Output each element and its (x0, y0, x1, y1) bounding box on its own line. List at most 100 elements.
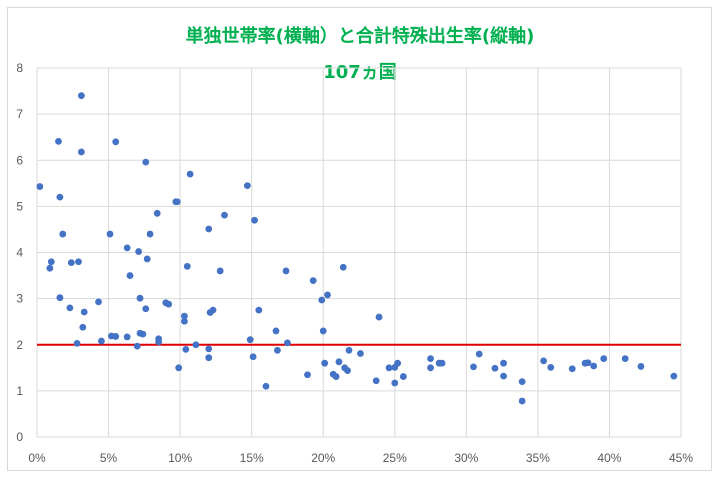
data-point (272, 327, 280, 335)
data-point (112, 138, 120, 146)
data-point (79, 323, 87, 331)
y-tick-label: 0 (16, 430, 23, 444)
data-point (155, 338, 163, 346)
data-point (637, 363, 645, 370)
data-point (75, 258, 82, 266)
x-tick-label: 45% (669, 451, 693, 465)
data-point (209, 306, 217, 314)
data-point (192, 341, 200, 349)
data-point (339, 263, 347, 271)
data-point (540, 357, 548, 365)
data-point (165, 300, 173, 308)
data-point (547, 363, 555, 371)
data-point (500, 372, 507, 380)
data-point (136, 294, 144, 302)
chart-area (7, 7, 712, 471)
x-tick-label: 15% (240, 451, 264, 465)
y-tick-label: 2 (16, 338, 23, 352)
chart-title: 単独世帯率(横軸）と合計特殊出生率(縦軸) (185, 26, 535, 47)
data-point (262, 382, 270, 390)
data-point (491, 364, 499, 372)
data-point (319, 327, 327, 335)
x-tick-label: 30% (454, 451, 478, 465)
y-tick-label: 5 (16, 199, 23, 213)
data-point (123, 333, 131, 341)
data-point (80, 308, 88, 316)
data-point (246, 336, 254, 344)
data-point (77, 148, 85, 156)
data-point (284, 339, 291, 347)
data-point (345, 346, 353, 354)
data-point (332, 373, 340, 380)
data-point (56, 294, 64, 302)
data-point (66, 304, 74, 312)
data-point (304, 371, 311, 379)
y-tick-label: 6 (16, 153, 23, 167)
data-point (205, 225, 213, 233)
data-point (584, 359, 592, 367)
data-point (321, 359, 329, 367)
data-point (186, 170, 194, 178)
x-tick-label: 0% (28, 451, 46, 465)
data-point (670, 372, 678, 380)
data-point (55, 137, 62, 145)
data-point (318, 296, 326, 304)
x-tick-label: 10% (168, 451, 192, 465)
data-point (394, 359, 402, 367)
data-point (182, 345, 190, 353)
data-point (372, 377, 380, 385)
y-axis-ticks: 0 1 2 3 4 5 6 7 8 (16, 61, 23, 444)
data-point (112, 333, 120, 340)
data-point (139, 330, 147, 338)
data-point (621, 355, 629, 362)
data-point (518, 378, 526, 386)
data-point (357, 350, 364, 357)
x-tick-label: 35% (526, 451, 550, 465)
data-point (46, 264, 54, 272)
data-point (205, 345, 213, 353)
data-point (47, 258, 55, 266)
data-point (135, 248, 143, 255)
data-point (221, 211, 228, 219)
data-point (98, 337, 105, 345)
data-point (391, 379, 399, 387)
data-point (438, 359, 446, 367)
data-point (183, 262, 191, 270)
data-point (251, 216, 258, 224)
data-point (470, 363, 477, 371)
data-points (36, 92, 678, 405)
x-axis-ticks: 0% 5% 10% 15% 20% 25% 30% 35% 40% 45% (28, 451, 693, 465)
data-point (324, 291, 331, 299)
data-point (173, 198, 181, 206)
data-point (56, 193, 64, 201)
data-point (344, 367, 351, 374)
y-tick-label: 3 (16, 292, 23, 306)
data-point (309, 277, 317, 285)
x-tick-label: 25% (383, 451, 407, 465)
data-point (142, 158, 150, 166)
data-point (427, 364, 434, 372)
y-tick-label: 1 (16, 384, 23, 398)
data-point (73, 339, 81, 347)
data-point (274, 346, 281, 354)
data-point (153, 209, 161, 217)
data-point (335, 358, 343, 366)
data-point (475, 350, 483, 358)
data-point (36, 183, 44, 190)
data-point (205, 354, 213, 362)
gridlines (36, 67, 682, 438)
data-point (143, 255, 151, 263)
y-tick-label: 7 (16, 107, 23, 121)
data-point (77, 92, 85, 100)
x-tick-label: 20% (311, 451, 335, 465)
data-point (126, 272, 134, 279)
data-point (500, 359, 507, 367)
data-point (142, 305, 150, 313)
data-point (123, 244, 131, 252)
data-point (590, 362, 598, 370)
data-point (518, 397, 526, 405)
data-point (181, 312, 188, 320)
y-tick-label: 4 (16, 246, 23, 260)
data-point (399, 373, 407, 380)
